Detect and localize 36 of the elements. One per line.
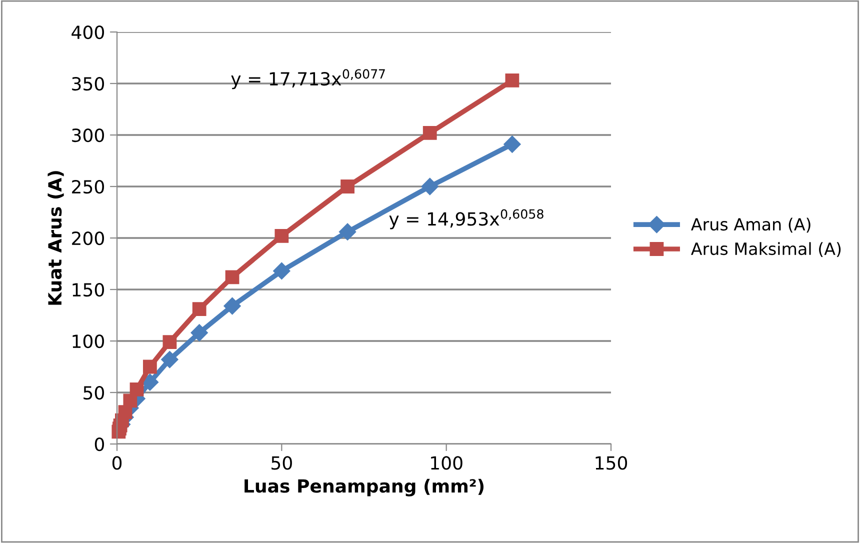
point (130, 382, 144, 396)
x-tick-label: 50 (272, 456, 292, 470)
annotation: y = 17,713x$^{0,6077}$ (231, 69, 385, 90)
y-tick-label: 0 (94, 437, 104, 452)
x-tick-label: 0 (112, 456, 122, 470)
x-tick-label: 100 (431, 456, 462, 470)
point (338, 223, 356, 240)
point (274, 228, 289, 243)
point (192, 302, 206, 316)
point (340, 180, 354, 194)
y-tick-label: 250 (72, 180, 104, 194)
y-tick-label: 50 (84, 386, 104, 400)
legend-label: Arus Aman (A) (691, 218, 810, 233)
point (162, 335, 177, 349)
point (422, 126, 437, 140)
annotation: y = 14,953x$^{0,6058}$ (389, 209, 544, 230)
point (190, 324, 208, 342)
legend-label: Arus Maksimal (A) (691, 242, 841, 258)
x-tick-label: 150 (596, 456, 628, 470)
y-axis-title: Kuat Arus (A) (48, 171, 64, 305)
point (225, 270, 240, 284)
y-tick-label: 400 (72, 25, 104, 40)
y-tick-label: 100 (72, 334, 104, 348)
point (123, 394, 138, 408)
x-axis-title: Luas Penampang (mm²) (244, 478, 484, 496)
y-tick-label: 150 (72, 282, 104, 297)
point (504, 136, 521, 153)
point (161, 350, 178, 368)
point (421, 178, 438, 196)
y-tick-label: 200 (72, 231, 104, 246)
point (505, 73, 520, 88)
point (224, 297, 241, 315)
point (273, 262, 290, 280)
y-tick-label: 300 (72, 128, 104, 142)
point (142, 360, 157, 374)
y-tick-label: 350 (72, 76, 104, 91)
